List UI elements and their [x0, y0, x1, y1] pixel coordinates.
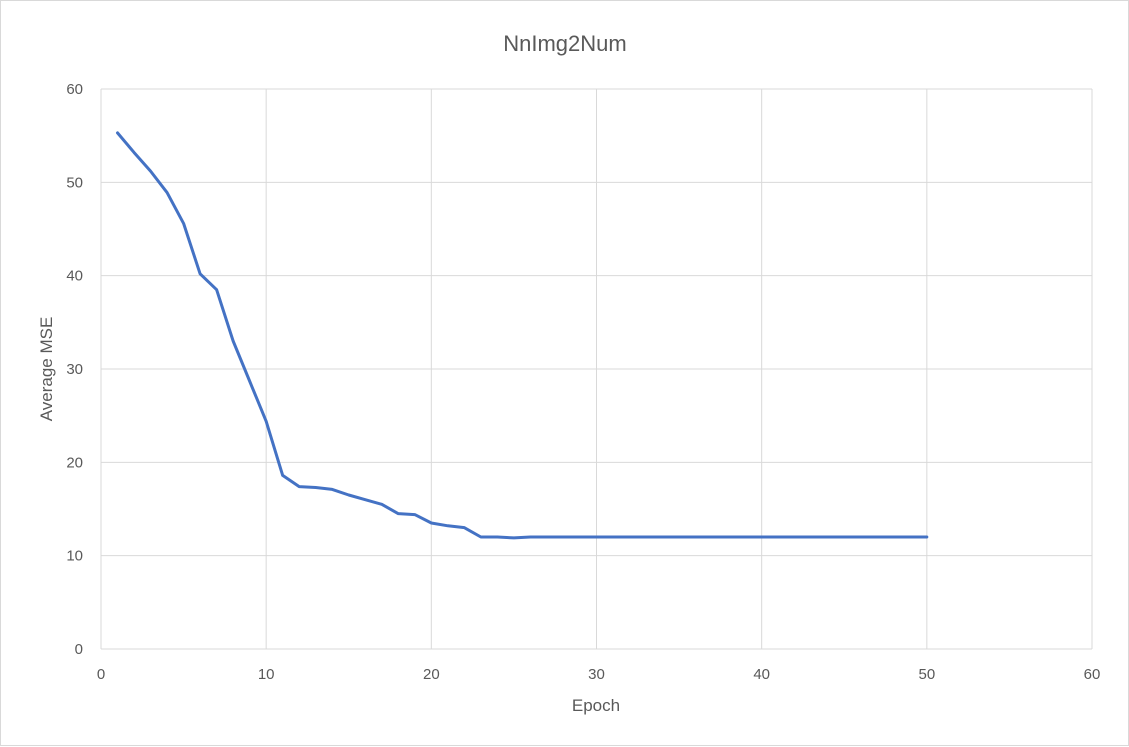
x-tick-label: 10: [258, 666, 275, 683]
y-tick-label: 60: [66, 81, 83, 98]
y-tick-label: 10: [66, 548, 83, 565]
chart-title: NnImg2Num: [503, 31, 626, 56]
grid-lines: [100, 88, 1093, 650]
y-tick-label: 40: [66, 268, 83, 285]
x-tick-label: 0: [97, 666, 105, 683]
x-axis-label: Epoch: [572, 696, 620, 715]
y-tick-label: 20: [66, 454, 83, 471]
x-tick-label: 50: [918, 666, 935, 683]
y-tick-label: 30: [66, 361, 83, 378]
y-axis-label: Average MSE: [37, 317, 56, 422]
series-line: [116, 131, 929, 540]
x-tick-label: 60: [1084, 666, 1101, 683]
x-tick-label: 30: [588, 666, 605, 683]
x-tick-label: 20: [423, 666, 440, 683]
x-tick-labels: 0 10 20 30 40 50 60: [97, 666, 1101, 683]
y-tick-labels: 0 10 20 30 40 50 60: [66, 81, 83, 658]
y-tick-label: 0: [75, 641, 83, 658]
x-tick-label: 40: [753, 666, 770, 683]
y-tick-label: 50: [66, 174, 83, 191]
